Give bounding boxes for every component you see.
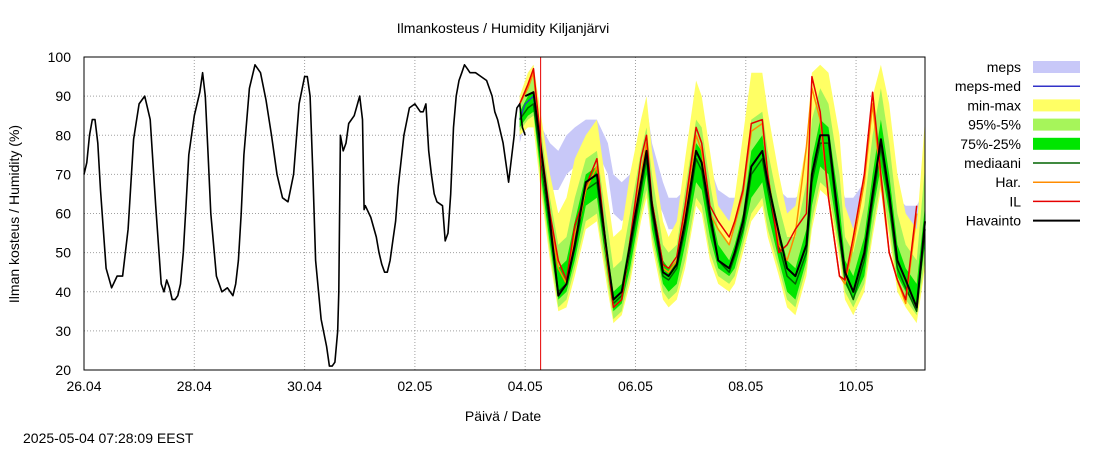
y-tick-labels: 20 30 40 50 60 70 80 90 100 [48, 49, 72, 378]
legend: meps meps-med min-max 95%-5% 75%-25% mediaani… [955, 59, 1080, 229]
y-tick-label: 90 [55, 88, 71, 104]
x-tick-label: 04.05 [508, 378, 543, 394]
legend-swatch-minmax [1033, 99, 1080, 112]
timestamp: 2025-05-04 07:28:09 EEST [23, 430, 194, 446]
y-tick-label: 30 [55, 323, 71, 339]
series-lines [83, 64, 926, 367]
legend-label-meps: meps [987, 59, 1021, 75]
legend-label-il: IL [1009, 193, 1021, 209]
legend-label-p75_25: 75%-25% [960, 136, 1021, 152]
y-tick-label: 20 [55, 362, 71, 378]
x-tick-label: 02.05 [397, 378, 432, 394]
legend-label-mediaani: mediaani [964, 155, 1021, 171]
y-tick-label: 60 [55, 206, 71, 222]
y-tick-label: 80 [55, 127, 71, 143]
series-havainto-observed [83, 64, 526, 367]
band-meps [519, 64, 925, 237]
y-tick-label: 50 [55, 245, 71, 261]
x-axis-label: Päivä / Date [465, 408, 541, 424]
x-tick-label: 30.04 [287, 378, 322, 394]
y-tick-label: 70 [55, 166, 71, 182]
x-tick-label: 08.05 [728, 378, 763, 394]
legend-label-havainto: Havainto [966, 213, 1021, 229]
series-havainto [524, 91, 926, 309]
forecast-bands [519, 64, 925, 324]
x-tick-label: 06.05 [618, 378, 653, 394]
legend-label-meps_med: meps-med [955, 78, 1021, 94]
y-tick-label: 40 [55, 284, 71, 300]
x-tick-label: 26.04 [66, 378, 101, 394]
plot-frame [83, 56, 926, 371]
legend-label-p95_5: 95%-5% [968, 117, 1021, 133]
legend-swatch-p75_25 [1033, 137, 1080, 150]
legend-label-minmax: min-max [967, 97, 1021, 113]
y-axis-label: Ilman kosteus / Humidity (%) [6, 125, 22, 303]
x-tick-label: 10.05 [839, 378, 874, 394]
x-tick-label: 28.04 [177, 378, 212, 394]
legend-label-har: Har. [995, 174, 1021, 190]
y-tick-label: 100 [48, 49, 72, 65]
x-tick-labels: 26.04 28.04 30.04 02.05 04.05 06.05 08.05 10.05 [66, 378, 873, 394]
legend-swatch-meps [1033, 61, 1080, 73]
chart-title: Ilmankosteus / Humidity Kiljanjärvi [397, 20, 609, 36]
legend-swatch-p95_5 [1033, 118, 1080, 131]
